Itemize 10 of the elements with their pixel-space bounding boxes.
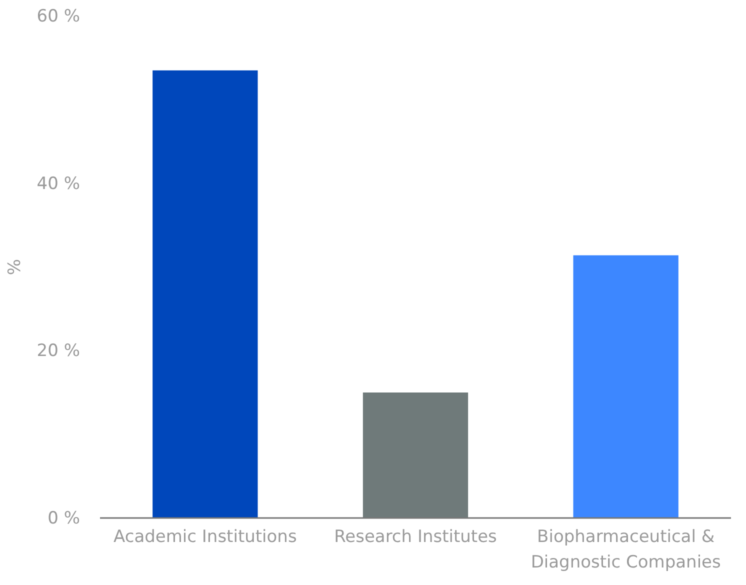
bar — [152, 70, 258, 518]
y-tick-label: 0 % — [48, 508, 80, 528]
x-tick-label: Research Institutes — [334, 527, 498, 548]
bar — [573, 255, 678, 518]
x-tick-label: Academic Institutions — [114, 527, 297, 548]
y-axis-title: % — [5, 258, 25, 276]
x-tick-label: Biopharmaceutical & Diagnostic Companies — [530, 527, 721, 573]
y-tick-label: 60 % — [36, 6, 80, 26]
y-tick-label: 20 % — [36, 341, 80, 362]
y-tick-label: 40 % — [36, 174, 80, 194]
